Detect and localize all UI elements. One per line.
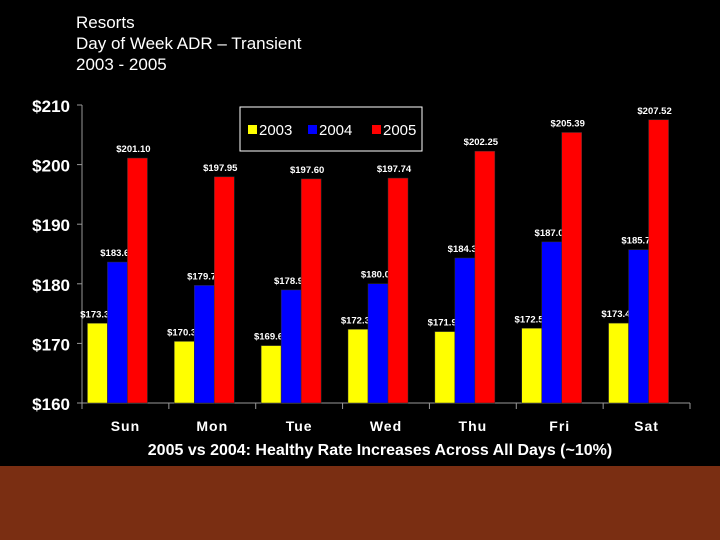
y-tick-label: $200	[32, 157, 70, 176]
bar-2004-wed	[367, 283, 389, 404]
bar-2003-fri	[521, 328, 542, 404]
data-label-2005-wed: $197.74	[377, 164, 412, 175]
bar-2005-thu	[474, 150, 496, 404]
data-label-2004-mon: $179.73	[187, 271, 221, 282]
chart-caption: 2005 vs 2004: Healthy Rate Increases Acr…	[147, 442, 613, 459]
legend-swatch-2004	[308, 125, 317, 134]
x-tick-label: Thu	[459, 418, 488, 434]
data-label-2005-mon: $197.95	[203, 163, 238, 174]
data-label-2004-fri: $187.03	[535, 228, 569, 239]
data-label-2003-tue: $169.63	[254, 332, 288, 343]
data-label-2005-tue: $197.60	[290, 165, 324, 176]
data-label-2005-fri: $205.39	[551, 118, 585, 129]
data-label-2003-mon: $170.34	[167, 327, 202, 338]
bar-2004-thu	[454, 257, 476, 404]
data-label-2003-wed: $172.37	[341, 315, 375, 326]
footer-band	[0, 466, 720, 540]
x-tick-label: Fri	[549, 418, 570, 434]
y-tick-label: $190	[32, 216, 70, 235]
data-label-2004-wed: $180.01	[361, 270, 396, 281]
x-tick-label: Sat	[634, 418, 659, 434]
data-label-2005-sun: $201.10	[116, 144, 150, 155]
y-tick-label: $170	[32, 335, 70, 354]
slide-title: Resorts Day of Week ADR – Transient 2003…	[76, 12, 302, 75]
legend-swatch-2003	[248, 125, 257, 134]
x-tick-label: Mon	[196, 418, 228, 434]
title-line-1: Resorts	[76, 13, 135, 32]
bar-2003-thu	[434, 331, 456, 404]
data-label-2003-fri: $172.54	[515, 314, 550, 325]
bar-2005-fri	[561, 132, 582, 404]
bar-2004-sun	[107, 261, 128, 404]
data-label-2003-sat: $173.40	[601, 309, 635, 320]
bar-2005-mon	[214, 176, 235, 404]
data-label-2003-sun: $173.38	[80, 309, 114, 320]
bar-2004-mon	[194, 285, 215, 404]
bar-2005-sat	[648, 119, 669, 404]
data-label-2005-sat: $207.52	[637, 106, 671, 117]
legend-label-2005: 2005	[383, 122, 416, 139]
bar-2004-fri	[541, 241, 562, 404]
bar-2003-wed	[347, 329, 369, 404]
legend-label-2004: 2004	[319, 122, 352, 139]
legend-box	[239, 106, 423, 152]
data-label-2004-thu: $184.33	[448, 244, 482, 255]
data-label-2004-sat: $185.72	[621, 236, 655, 247]
bar-2003-mon	[174, 341, 195, 404]
bar-2005-wed	[387, 177, 409, 404]
data-label-2004-sun: $183.65	[100, 248, 135, 259]
legend-swatch-2005	[372, 125, 381, 134]
x-tick-label: Wed	[370, 418, 402, 434]
y-tick-label: $180	[32, 276, 70, 295]
title-line-2: Day of Week ADR – Transient	[76, 34, 302, 53]
y-tick-label: $210	[32, 97, 70, 116]
data-label-2005-thu: $202.25	[464, 137, 499, 148]
y-tick-label: $160	[32, 395, 70, 414]
adr-bar-chart: $160 $170 $180 $190 $200 $210 Sun Mon Tue Wed Thu F…	[32, 97, 691, 434]
bar-2003-sat	[608, 322, 629, 404]
legend-label-2003: 2003	[259, 122, 292, 139]
x-tick-label: Tue	[286, 418, 313, 434]
bar-2005-tue	[300, 178, 322, 404]
title-line-3: 2003 - 2005	[76, 55, 167, 74]
bar-2003-tue	[260, 345, 282, 404]
bar-2003-sun	[87, 323, 108, 404]
x-tick-label: Sun	[111, 418, 140, 434]
data-label-2004-tue: $178.97	[274, 276, 308, 287]
bar-2004-tue	[280, 289, 302, 404]
data-label-2003-thu: $171.98	[428, 318, 462, 329]
bar-2005-sun	[127, 157, 148, 404]
bar-2004-sat	[628, 249, 649, 404]
